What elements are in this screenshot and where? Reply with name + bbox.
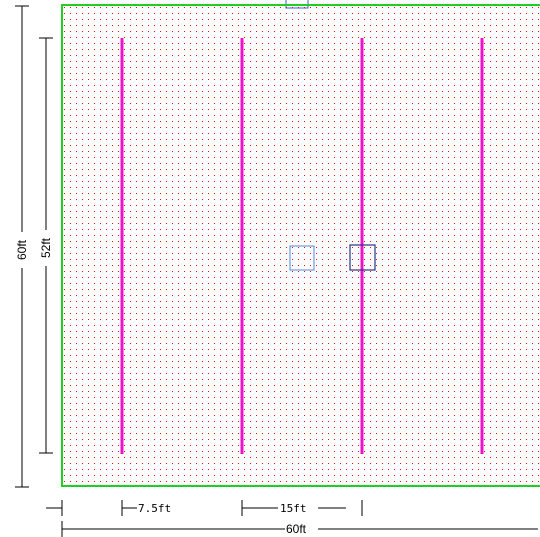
dimension-overall-width [61,521,538,537]
dimension-edge-offset [46,500,137,516]
field-border [61,4,540,487]
overall-height-label: 60ft [15,239,29,260]
line-length-label: 52ft [39,237,53,258]
fixture-marker-light [289,245,315,271]
fixture-marker-dark [349,244,376,271]
line-spacing-label: 15ft [280,502,307,515]
lighting-lines [120,38,484,454]
overall-width-label: 60ft [286,522,307,536]
dimension-line-spacing [241,500,363,516]
edge-offset-label: 7.5ft [138,502,171,515]
